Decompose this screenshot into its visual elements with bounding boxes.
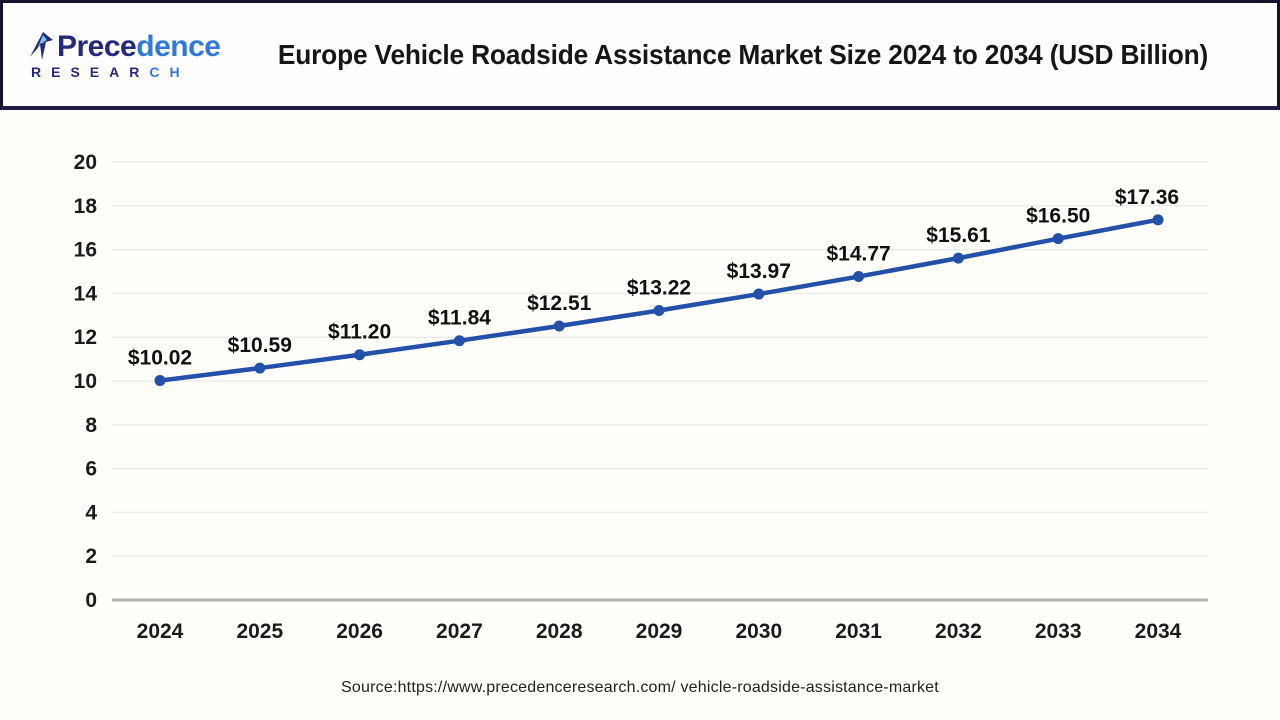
- y-tick-label: 18: [74, 195, 98, 218]
- y-tick-label: 6: [85, 458, 97, 481]
- data-point-label: $15.61: [926, 224, 991, 247]
- data-point-label: $11.20: [328, 321, 391, 344]
- x-tick-label: 2027: [436, 620, 483, 643]
- data-point-label: $12.51: [527, 292, 592, 315]
- data-point-marker: [354, 349, 366, 361]
- y-tick-label: 20: [74, 151, 97, 174]
- line-chart: 0 2 4 6 8 10 12 14 16 18 20 2024 2025 2026 2027 2028 202…: [0, 110, 1280, 720]
- data-point-label: $13.97: [727, 260, 791, 283]
- logo-wordmark: Precedence: [29, 30, 229, 62]
- x-tick-label: 2029: [636, 620, 683, 643]
- data-point-marker: [254, 362, 266, 374]
- data-point-marker: [553, 320, 565, 332]
- header: Precedence RESEARCH Europe Vehicle Roads…: [0, 0, 1280, 110]
- data-point-label: $10.59: [228, 334, 292, 357]
- x-tick-label: 2031: [835, 620, 882, 643]
- x-tick-label: 2026: [336, 620, 383, 643]
- data-point-marker: [853, 271, 865, 283]
- x-tick-label: 2024: [137, 620, 184, 643]
- y-tick-label: 14: [74, 282, 98, 305]
- chart-title: Europe Vehicle Roadside Assistance Marke…: [277, 38, 1209, 70]
- logo-brand-text: Precedence: [57, 30, 221, 63]
- y-tick-label: 4: [85, 501, 97, 524]
- data-point-label: $16.50: [1026, 205, 1090, 228]
- data-point-marker: [952, 252, 964, 264]
- data-point-label: $13.22: [627, 276, 691, 299]
- data-point-label: $11.84: [428, 307, 491, 330]
- y-tick-label: 16: [74, 239, 97, 262]
- data-point-marker: [1052, 233, 1064, 245]
- data-point-marker: [653, 304, 665, 316]
- x-tick-label: 2032: [935, 620, 982, 643]
- data-point-label: $14.77: [826, 243, 890, 266]
- precedence-research-logo: Precedence RESEARCH: [29, 30, 229, 79]
- data-point-marker: [1152, 214, 1164, 226]
- source-citation: Source:https://www.precedenceresearch.co…: [341, 679, 939, 696]
- x-tick-label: 2033: [1035, 620, 1082, 643]
- y-tick-label: 0: [85, 589, 97, 612]
- x-tick-label: 2030: [735, 620, 782, 643]
- data-point-marker: [453, 335, 465, 347]
- y-tick-label: 2: [85, 545, 97, 568]
- y-tick-label: 12: [74, 326, 97, 349]
- y-tick-label: 8: [85, 414, 97, 437]
- y-tick-label: 10: [74, 370, 97, 393]
- data-point-marker: [154, 375, 166, 387]
- paper-plane-icon: [30, 32, 53, 60]
- x-tick-label: 2025: [236, 620, 283, 643]
- logo-subtitle: RESEARCH: [31, 64, 190, 80]
- x-tick-label: 2028: [536, 620, 583, 643]
- data-line: [157, 217, 1161, 383]
- chart-canvas: 0 2 4 6 8 10 12 14 16 18 20 2024 2025 2026 2027 2028 202…: [74, 151, 1208, 643]
- x-tick-label: 2034: [1135, 620, 1182, 643]
- data-point-label: $10.02: [128, 347, 192, 370]
- data-point-label: $17.36: [1115, 186, 1179, 209]
- data-point-marker: [753, 288, 765, 300]
